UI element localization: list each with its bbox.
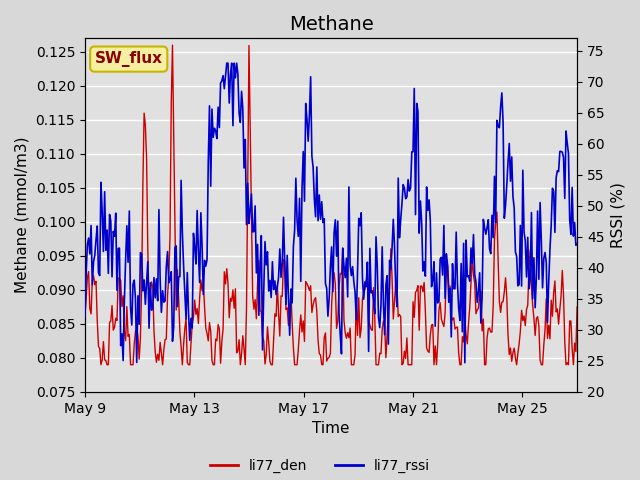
Y-axis label: RSSI (%): RSSI (%) — [610, 182, 625, 248]
Text: SW_flux: SW_flux — [95, 51, 163, 67]
Legend: li77_den, li77_rssi: li77_den, li77_rssi — [204, 453, 436, 479]
Y-axis label: Methane (mmol/m3): Methane (mmol/m3) — [15, 137, 30, 293]
X-axis label: Time: Time — [312, 421, 349, 436]
Title: Methane: Methane — [289, 15, 373, 34]
